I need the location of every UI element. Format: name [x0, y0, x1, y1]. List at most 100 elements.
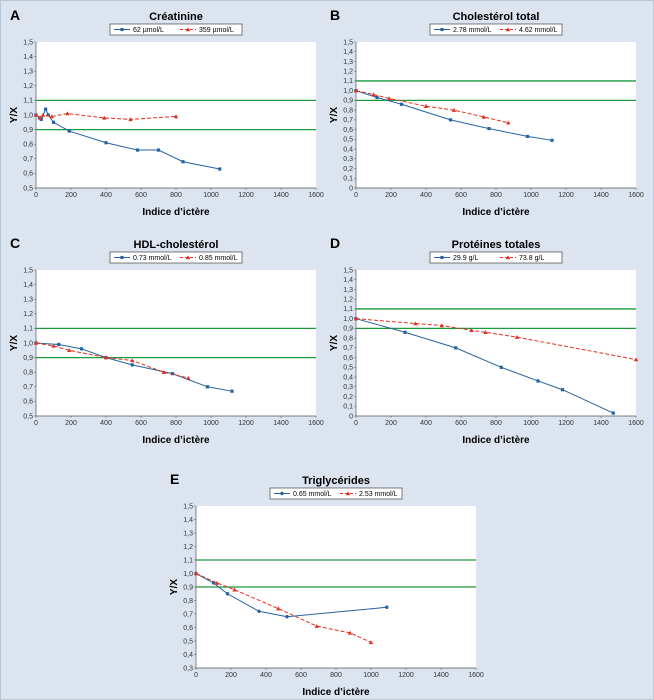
x-tick-label: 200: [65, 420, 77, 427]
y-tick-label: 1,3: [343, 287, 353, 294]
legend-box: [109, 23, 243, 36]
series-high: [33, 340, 191, 380]
legend-swatch-marker: [120, 255, 124, 260]
x-tick-label: 1400: [273, 192, 289, 199]
x-tick-label: 1600: [308, 420, 324, 427]
y-tick-label: 0,3: [343, 384, 353, 391]
legend-swatch-marker: [440, 255, 444, 260]
data-point: [186, 375, 191, 380]
data-point: [181, 160, 185, 164]
y-tick-label: 0,4: [343, 374, 353, 381]
data-point: [454, 346, 458, 350]
x-tick-label: 1200: [558, 192, 574, 199]
data-point: [104, 141, 108, 145]
x-tick-label: 600: [295, 672, 307, 679]
legend-swatch-marker: [440, 27, 444, 32]
legend-swatch-marker: [280, 491, 284, 496]
data-point: [560, 388, 565, 392]
x-tick-label: 400: [260, 672, 272, 679]
data-point: [161, 370, 166, 374]
x-tick-label: 1600: [468, 672, 484, 679]
x-tick-label: 1600: [628, 192, 644, 199]
data-point: [232, 587, 237, 592]
data-point: [51, 120, 56, 124]
panel-letter: C: [10, 235, 20, 251]
series-high: [193, 571, 374, 645]
y-tick-label: 0,6: [23, 171, 33, 178]
chart-panel-c: C HDL-cholestérol 0.73 mmol/L 0.85 mmol/L 0,…: [9, 235, 324, 446]
x-tick-label: 1000: [203, 420, 219, 427]
y-tick-label: 1,0: [343, 88, 353, 95]
x-tick-label: 600: [455, 192, 467, 199]
data-point: [130, 358, 135, 363]
chart-title: Triglycérides: [302, 475, 370, 487]
y-tick-label: 1,5: [343, 39, 353, 46]
y-tick-label: 0,7: [343, 117, 353, 124]
data-point: [33, 112, 39, 117]
y-tick-label: 1,0: [23, 112, 33, 119]
x-tick-label: 0: [354, 420, 358, 427]
legend-label: 0.85 mmol/L: [199, 255, 238, 262]
legend-label: 0.73 mmol/L: [133, 255, 172, 262]
x-tick-label: 400: [420, 192, 432, 199]
data-point: [353, 88, 359, 93]
data-point: [399, 102, 404, 106]
x-tick-label: 1000: [523, 420, 539, 427]
y-tick-label: 0,3: [343, 156, 353, 163]
series-high: [353, 88, 511, 125]
legend-label: 73.8 g/L: [519, 255, 544, 262]
legend-label: 0.65 mmol/L: [293, 491, 332, 498]
series-line: [35, 113, 177, 120]
y-axis-label: Y/X: [329, 107, 340, 123]
series-low: [194, 571, 389, 619]
data-point: [525, 134, 530, 139]
y-tick-label: 1,4: [343, 49, 353, 56]
x-axis-label: Indice d’ictère: [302, 687, 370, 698]
y-tick-label: 0,7: [23, 384, 33, 391]
legend-swatch-marker: [345, 491, 351, 496]
x-tick-label: 1200: [558, 420, 574, 427]
y-tick-label: 1,4: [23, 282, 33, 289]
data-point: [103, 355, 109, 360]
data-point: [276, 606, 281, 611]
data-point: [506, 120, 511, 125]
series-line: [195, 573, 387, 618]
x-tick-label: 1400: [433, 672, 449, 679]
data-point: [67, 129, 71, 133]
y-tick-label: 0,1: [343, 176, 353, 183]
y-tick-label: 0: [349, 185, 353, 192]
data-point: [218, 167, 222, 171]
y-tick-label: 0,9: [23, 127, 33, 134]
data-point: [102, 115, 107, 120]
data-point: [375, 95, 379, 100]
x-tick-label: 200: [385, 192, 397, 199]
data-point: [387, 96, 392, 101]
legend-swatch-marker: [185, 27, 191, 32]
x-tick-label: 800: [170, 420, 182, 427]
legend-swatch-marker: [505, 27, 511, 32]
legend-label: 4.62 mmol/L: [519, 27, 558, 34]
legend-box: [429, 251, 563, 264]
y-tick-label: 0,5: [23, 185, 33, 192]
data-point: [205, 385, 210, 389]
y-tick-label: 0,9: [183, 584, 193, 591]
x-tick-label: 1000: [363, 672, 379, 679]
y-tick-label: 0,4: [183, 652, 193, 659]
x-axis-label: Indice d’ictère: [462, 435, 530, 446]
x-tick-label: 200: [65, 192, 77, 199]
y-tick-label: 0,6: [183, 625, 193, 632]
data-point: [536, 379, 540, 383]
data-point: [285, 615, 289, 619]
y-tick-label: 0,8: [23, 370, 33, 377]
y-tick-label: 1,2: [343, 69, 353, 76]
x-tick-label: 800: [490, 192, 502, 199]
y-tick-label: 0,5: [23, 413, 33, 420]
data-point: [368, 640, 374, 645]
y-tick-label: 0,9: [343, 326, 353, 333]
chart-title: HDL-cholestérol: [134, 239, 219, 251]
data-point: [499, 365, 503, 369]
y-tick-label: 1,1: [23, 326, 33, 333]
legend-swatch-marker: [505, 255, 511, 260]
data-point: [353, 316, 359, 321]
x-tick-label: 600: [455, 420, 467, 427]
